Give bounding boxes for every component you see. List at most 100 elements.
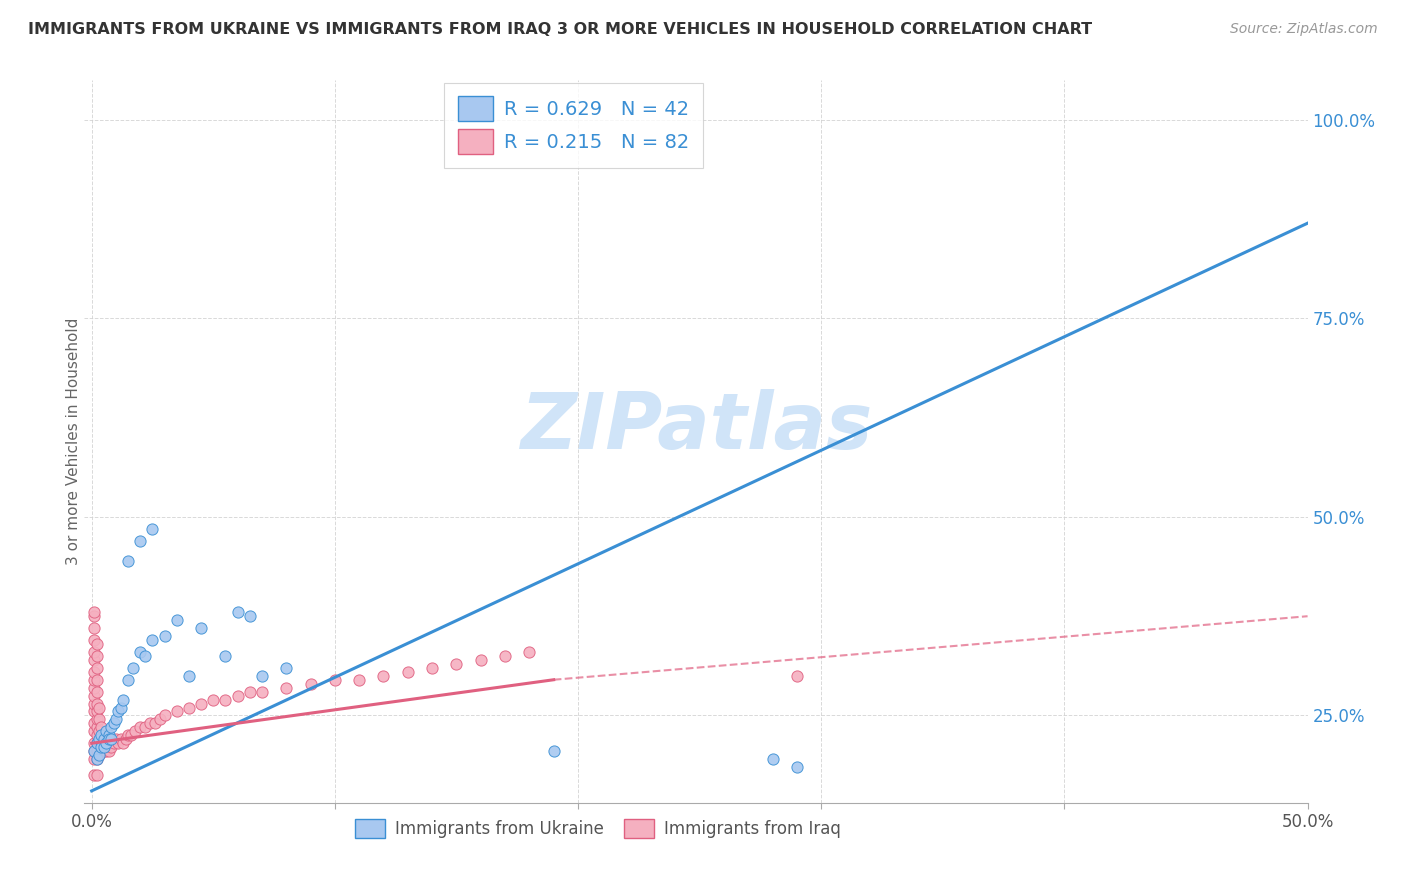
Point <box>90 732 112 747</box>
Point <box>112 692 135 706</box>
Point <box>83 621 105 635</box>
Point <box>107 705 129 719</box>
Point <box>83 633 105 648</box>
Point <box>93 732 115 747</box>
Point <box>83 673 105 687</box>
Point <box>190 697 212 711</box>
Point <box>112 736 135 750</box>
Point <box>97 736 120 750</box>
Point <box>810 807 832 822</box>
Point <box>96 736 118 750</box>
Point <box>519 645 541 659</box>
Point <box>90 720 112 734</box>
Point <box>86 713 108 727</box>
Point <box>226 689 249 703</box>
Point <box>141 633 163 648</box>
Point <box>86 744 108 758</box>
Point <box>83 697 105 711</box>
Point <box>166 613 188 627</box>
Point <box>87 713 110 727</box>
Point <box>834 815 856 830</box>
Point <box>83 705 105 719</box>
Point <box>90 740 112 755</box>
Point <box>166 705 188 719</box>
Point <box>134 720 156 734</box>
Point <box>250 684 273 698</box>
Point <box>93 744 115 758</box>
Point <box>120 728 142 742</box>
Point <box>214 692 236 706</box>
Point <box>110 700 132 714</box>
Point <box>110 732 132 747</box>
Point <box>124 724 146 739</box>
Point <box>396 665 419 679</box>
Point <box>83 744 105 758</box>
Point <box>83 736 105 750</box>
Point <box>373 669 395 683</box>
Point <box>122 661 145 675</box>
Point <box>129 533 152 548</box>
Point <box>117 673 139 687</box>
Point <box>543 744 565 758</box>
Point <box>786 760 808 774</box>
Point <box>299 676 322 690</box>
Point <box>100 740 122 755</box>
Point <box>86 637 108 651</box>
Point <box>100 732 122 747</box>
Point <box>214 648 236 663</box>
Point <box>190 621 212 635</box>
Point <box>347 673 370 687</box>
Point <box>250 669 273 683</box>
Point <box>86 661 108 675</box>
Point <box>83 744 105 758</box>
Point <box>86 648 108 663</box>
Point <box>83 689 105 703</box>
Point <box>86 684 108 698</box>
Point <box>114 732 136 747</box>
Text: Source: ZipAtlas.com: Source: ZipAtlas.com <box>1230 22 1378 37</box>
Point <box>96 744 118 758</box>
Point <box>86 705 108 719</box>
Point <box>86 752 108 766</box>
Point <box>104 732 127 747</box>
Point <box>129 645 152 659</box>
Point <box>129 720 152 734</box>
Legend: Immigrants from Ukraine, Immigrants from Iraq: Immigrants from Ukraine, Immigrants from… <box>349 813 848 845</box>
Point <box>153 708 176 723</box>
Point <box>96 724 118 739</box>
Point <box>446 657 468 671</box>
Point <box>153 629 176 643</box>
Point <box>86 768 108 782</box>
Point <box>104 713 127 727</box>
Point <box>83 716 105 731</box>
Point <box>239 609 262 624</box>
Point <box>420 661 443 675</box>
Point <box>226 605 249 619</box>
Point <box>83 665 105 679</box>
Point <box>93 740 115 755</box>
Point <box>276 661 298 675</box>
Point <box>103 716 125 731</box>
Point <box>87 732 110 747</box>
Point <box>87 748 110 763</box>
Point <box>494 648 516 663</box>
Point <box>761 752 783 766</box>
Point <box>87 748 110 763</box>
Point <box>87 724 110 739</box>
Point <box>149 713 172 727</box>
Text: ZIPatlas: ZIPatlas <box>520 389 872 465</box>
Point <box>100 720 122 734</box>
Point <box>97 744 120 758</box>
Point <box>86 736 108 750</box>
Point <box>139 716 162 731</box>
Point <box>87 700 110 714</box>
Point <box>90 744 112 758</box>
Point <box>97 728 120 742</box>
Point <box>86 697 108 711</box>
Y-axis label: 3 or more Vehicles in Household: 3 or more Vehicles in Household <box>66 318 80 566</box>
Point <box>83 609 105 624</box>
Point <box>93 732 115 747</box>
Point <box>83 605 105 619</box>
Point <box>90 728 112 742</box>
Point <box>239 684 262 698</box>
